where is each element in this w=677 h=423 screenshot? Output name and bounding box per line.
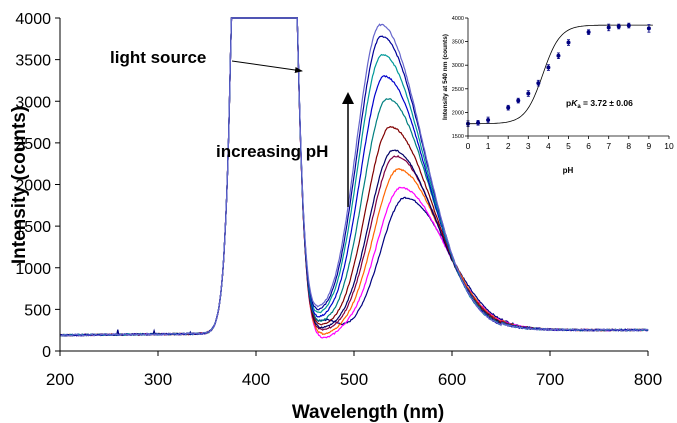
inset-fit-curve	[468, 24, 653, 125]
y-axis-title: Intensity (counts)	[9, 106, 30, 264]
inset-x-tick-label: 4	[546, 141, 551, 151]
light-source-arrow	[231, 60, 303, 73]
inset-y-tick-label: 3500	[452, 40, 464, 46]
inset-x-tick-label: 10	[664, 141, 674, 151]
inset-x-tick-label: 9	[647, 141, 652, 151]
inset-data-point	[546, 65, 551, 70]
inset-x-tick-label: 1	[486, 141, 491, 151]
light-source-label: light source	[110, 48, 206, 67]
inset-tick-labels: 0 1 2 3 4 5 6 7 8 9 10 1500 2000 2500 3000 3500 4000	[452, 16, 674, 151]
emission-spectra-series	[59, 17, 649, 339]
x-tick-label: 400	[242, 370, 270, 389]
y-tick-label: 2500	[15, 136, 51, 153]
inset-axis-ticks	[465, 17, 670, 139]
x-tick-label: 800	[634, 370, 662, 389]
inset-data-point	[476, 120, 481, 125]
main-axis-ticks	[55, 17, 649, 356]
inset-y-tick-label: 1500	[452, 134, 464, 140]
y-tick-label: 3000	[15, 94, 51, 111]
inset-data-point	[556, 53, 561, 58]
y-tick-label: 500	[24, 302, 51, 319]
inset-data-point	[536, 81, 541, 86]
inset-x-tick-label: 6	[586, 141, 591, 151]
inset-x-tick-label: 3	[526, 141, 531, 151]
inset-y-tick-label: 4000	[452, 16, 464, 22]
increasing-ph-label: increasing pH	[216, 142, 328, 161]
inset-x-tick-label: 0	[466, 141, 471, 151]
main-tick-labels: 200 300 400 500 600 700 8000500100015002000250…	[15, 11, 662, 389]
inset-data-point	[486, 117, 491, 122]
inset-data-point	[516, 98, 521, 103]
inset-y-axis-title: Intensity at 540 nm (counts)	[442, 34, 449, 120]
y-tick-label: 3500	[15, 53, 51, 70]
inset-data-point	[526, 91, 531, 96]
y-tick-label: 4000	[15, 11, 51, 28]
inset-data-point	[506, 105, 511, 110]
inset-data-point	[566, 40, 571, 45]
y-tick-label: 0	[42, 344, 51, 361]
y-tick-label: 1000	[15, 261, 51, 278]
inset-x-tick-label: 7	[606, 141, 611, 151]
inset-x-tick-label: 2	[506, 141, 511, 151]
inset-background	[468, 18, 669, 136]
inset-y-tick-label: 2000	[452, 110, 464, 116]
inset-data-point	[586, 30, 591, 35]
inset-x-tick-label: 5	[566, 141, 571, 151]
inset-y-tick-label: 2500	[452, 87, 464, 93]
inset-data-point	[626, 23, 631, 28]
inset-data-point	[646, 26, 651, 31]
inset-pka-annotation: pKa = 3.72 ± 0.06	[566, 98, 633, 110]
spectrum-line	[59, 17, 649, 337]
inset-data-point	[606, 25, 611, 30]
y-tick-label: 1500	[15, 219, 51, 236]
x-tick-label: 500	[340, 370, 368, 389]
x-tick-label: 700	[536, 370, 564, 389]
inset-x-axis-title: pH	[563, 166, 574, 175]
inset-x-tick-label: 8	[626, 141, 631, 151]
x-axis-title: Wavelength (nm)	[292, 402, 444, 423]
inset-y-tick-label: 3000	[452, 63, 464, 69]
inset-data-point	[616, 24, 621, 29]
y-tick-label: 2000	[15, 178, 51, 195]
x-tick-label: 600	[438, 370, 466, 389]
inset-data-points	[466, 22, 651, 127]
x-tick-label: 300	[144, 370, 172, 389]
x-tick-label: 200	[46, 370, 74, 389]
main-emission-chart: 200 300 400 500 600 700 8000500100015002000250…	[9, 11, 662, 423]
